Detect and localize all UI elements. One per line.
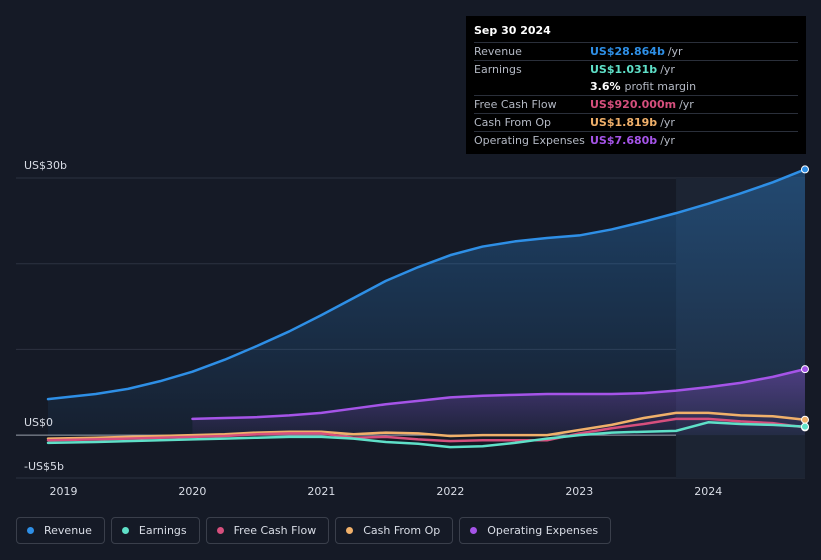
tooltip-row-earnings: Earnings US$1.031b /yr <box>474 60 798 78</box>
cash-from-op-end-point[interactable] <box>801 415 809 424</box>
tooltip-row-free-cash-flow: Free Cash Flow US$920.000m /yr <box>474 95 798 113</box>
legend-item-cash-from-op[interactable]: Cash From Op <box>335 517 454 544</box>
series-layer <box>46 165 809 449</box>
legend-dot-icon <box>216 527 224 534</box>
earnings-line <box>46 421 807 449</box>
tooltip-unit: /yr <box>679 98 694 111</box>
tooltip-label: Earnings <box>474 63 522 76</box>
revenue-line <box>46 168 807 401</box>
tooltip-unit: profit margin <box>624 80 697 93</box>
tooltip-row-operating-expenses: Operating Expenses US$7.680b /yr <box>474 131 798 149</box>
revenue-area <box>48 169 805 436</box>
legend-item-earnings[interactable]: Earnings <box>110 517 200 544</box>
tooltip-panel: Sep 30 2024 Revenue US$28.864b /yr Earni… <box>466 16 806 154</box>
legend: Revenue Earnings Free Cash Flow Cash Fro… <box>16 517 612 544</box>
legend-label: Free Cash Flow <box>233 524 317 537</box>
tooltip-unit: /yr <box>660 63 675 76</box>
legend-dot-icon <box>470 527 478 534</box>
tooltip-unit: /yr <box>660 134 675 147</box>
tooltip-value: US$28.864b <box>590 45 665 58</box>
tooltip-label: Free Cash Flow <box>474 98 557 111</box>
tooltip-row-cash-from-op: Cash From Op US$1.819b /yr <box>474 113 798 131</box>
tooltip-value: 3.6% <box>590 80 621 93</box>
legend-label: Operating Expenses <box>487 524 599 537</box>
earnings-end-point[interactable] <box>801 422 809 431</box>
tooltip-value: US$1.031b <box>590 63 658 76</box>
x-tick-label: 2019 <box>49 485 77 498</box>
tooltip-label: Cash From Op <box>474 116 552 129</box>
tooltip-value: US$7.680b <box>590 134 658 147</box>
revenue-end-point[interactable] <box>801 165 809 174</box>
legend-item-revenue[interactable]: Revenue <box>16 517 105 544</box>
operating-expenses-end-point[interactable] <box>801 365 809 374</box>
x-tick-label: 2023 <box>565 485 593 498</box>
legend-dot-icon <box>121 527 129 534</box>
y-tick-label: US$30b <box>24 159 67 172</box>
operating-expenses-line <box>191 367 807 421</box>
legend-dot-icon <box>346 527 354 534</box>
legend-item-operating-expenses[interactable]: Operating Expenses <box>459 517 612 544</box>
tooltip-row-profit-margin: 3.6% profit margin <box>474 78 798 95</box>
axis-layer: US$30b US$0 -US$5b 2019 2020 2021 2022 2023 2024 <box>24 159 722 498</box>
tooltip-unit: /yr <box>660 116 675 129</box>
tooltip-value: US$920.000m <box>590 98 677 111</box>
legend-item-free-cash-flow[interactable]: Free Cash Flow <box>205 517 330 544</box>
cash-from-op-line <box>46 411 807 440</box>
legend-label: Earnings <box>138 524 187 537</box>
tooltip-unit: /yr <box>667 45 683 58</box>
x-tick-label: 2022 <box>436 485 464 498</box>
x-tick-label: 2021 <box>307 485 335 498</box>
legend-dot-icon <box>27 527 34 534</box>
tooltip-value: US$1.819b <box>590 116 658 129</box>
operating-expenses-area <box>192 369 806 436</box>
y-tick-label: -US$5b <box>24 460 64 473</box>
legend-label: Revenue <box>44 524 92 537</box>
tooltip-label <box>474 78 590 95</box>
tooltip-label: Operating Expenses <box>474 134 585 147</box>
x-tick-label: 2024 <box>694 485 722 498</box>
y-tick-label: US$0 <box>24 416 53 429</box>
free-cash-flow-line <box>46 417 807 443</box>
tooltip-row-revenue: Revenue US$28.864b /yr <box>474 42 798 60</box>
legend-label: Cash From Op <box>363 524 441 537</box>
x-tick-label: 2020 <box>178 485 206 498</box>
tooltip-label: Revenue <box>474 45 522 58</box>
tooltip-date: Sep 30 2024 <box>474 24 551 37</box>
